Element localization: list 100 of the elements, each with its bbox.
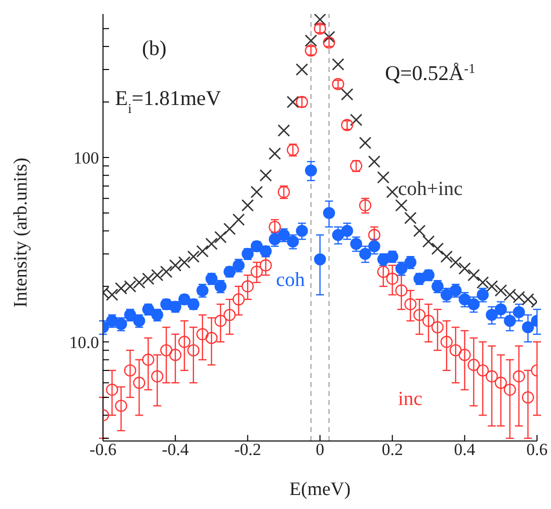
point: [286, 96, 300, 108]
point: [314, 253, 326, 266]
point: [304, 34, 318, 47]
point: [395, 199, 408, 212]
point: [106, 288, 118, 301]
point: [341, 224, 354, 237]
point: [260, 259, 272, 272]
point: [278, 124, 290, 137]
point: [486, 308, 498, 321]
point: [431, 321, 444, 334]
point: [133, 376, 146, 389]
point: [386, 186, 399, 198]
y-tick-label: 10.0: [69, 332, 99, 352]
point: [359, 136, 372, 150]
point: [359, 248, 372, 260]
x-tick-label: -0.4: [162, 440, 190, 460]
point: [268, 147, 281, 160]
point: [223, 308, 236, 322]
point: [512, 370, 526, 382]
point: [114, 400, 128, 412]
point: [322, 30, 336, 44]
point: [404, 298, 417, 310]
x-tick-label: 0.2: [382, 440, 403, 460]
point: [232, 213, 245, 226]
point: [132, 276, 146, 289]
point: [196, 245, 209, 258]
x-axis-title: E(meV): [289, 479, 351, 500]
point: [323, 206, 336, 219]
point: [476, 276, 489, 289]
annotation: (b): [142, 36, 166, 60]
point: [205, 332, 218, 344]
point: [368, 228, 380, 242]
point: [468, 268, 480, 282]
point: [440, 250, 453, 263]
point: [468, 358, 480, 372]
point: [124, 364, 136, 377]
point: [468, 298, 480, 310]
y-axis-title: Intensity (arb.units): [10, 158, 32, 308]
point: [476, 364, 489, 377]
point: [268, 220, 281, 234]
point: [486, 370, 498, 382]
point: [494, 303, 507, 316]
point: [395, 284, 408, 297]
point: [187, 344, 200, 356]
point: [458, 348, 471, 361]
point: [440, 336, 453, 348]
series-label: coh+inc: [398, 178, 463, 200]
point: [106, 384, 118, 396]
point: [332, 228, 344, 241]
point: [458, 262, 471, 275]
point: [512, 306, 525, 318]
point: [332, 58, 344, 71]
point: [368, 155, 380, 168]
point: [187, 250, 200, 263]
point: [522, 391, 534, 404]
point: [386, 272, 398, 285]
point: [196, 328, 209, 340]
point: [494, 376, 507, 389]
point: [178, 336, 190, 348]
point: [486, 280, 498, 293]
point: [494, 284, 508, 297]
point: [350, 114, 362, 126]
point: [296, 224, 308, 237]
point: [223, 222, 236, 236]
point: [431, 242, 444, 255]
annotation: E$_{i}$=1.81meV: [115, 86, 222, 116]
point: [250, 186, 263, 198]
annotation: Q=0.52Å$^{-1}$: [385, 60, 476, 85]
point: [404, 212, 417, 224]
point: [242, 280, 254, 292]
point: [142, 272, 154, 285]
point: [151, 370, 164, 382]
x-tick-label: 0: [316, 440, 324, 460]
point: [296, 63, 308, 76]
x-tick-label: 0.4: [454, 440, 476, 460]
x-tick-label: -0.6: [90, 440, 116, 460]
point: [214, 230, 227, 244]
point: [151, 268, 164, 282]
y-tick-label: 100: [74, 148, 99, 168]
x-tick-label: -0.2: [234, 440, 262, 460]
point: [377, 171, 390, 184]
point: [241, 199, 254, 212]
point: [214, 314, 227, 327]
point: [178, 256, 191, 269]
point: [450, 344, 462, 356]
point: [413, 224, 426, 238]
point: [205, 238, 218, 250]
point: [422, 314, 435, 327]
point: [160, 344, 172, 356]
text: inc: [398, 388, 423, 410]
point: [169, 348, 182, 361]
point: [359, 199, 372, 212]
x-tick-label: 0.6: [526, 440, 548, 460]
point: [169, 259, 182, 272]
point: [314, 14, 326, 26]
point: [260, 169, 272, 182]
point: [304, 164, 317, 176]
point: [422, 235, 435, 248]
point: [504, 384, 516, 396]
point: [413, 308, 426, 322]
